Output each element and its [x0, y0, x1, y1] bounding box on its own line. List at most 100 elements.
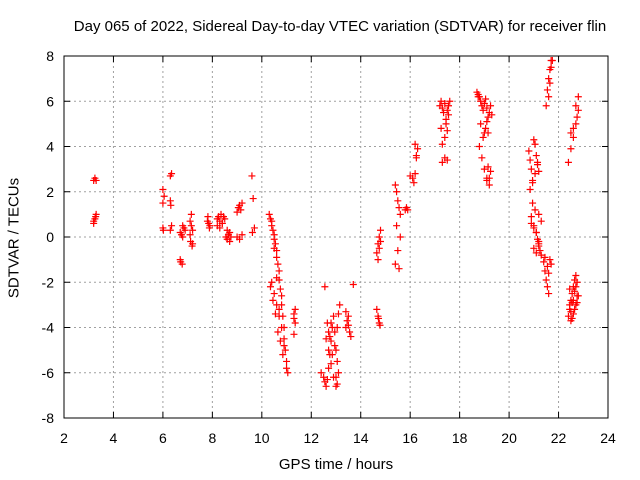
- data-point: [442, 120, 450, 128]
- data-point: [238, 199, 246, 207]
- data-point: [333, 324, 341, 331]
- data-point: [268, 222, 276, 230]
- data-point: [567, 317, 575, 325]
- data-point: [567, 145, 575, 153]
- data-point: [186, 217, 194, 225]
- y-tick-label: 4: [46, 139, 54, 155]
- data-point: [543, 283, 551, 291]
- data-point: [342, 308, 350, 316]
- data-point: [278, 292, 286, 300]
- data-point: [530, 136, 538, 144]
- y-tick-label: 0: [46, 229, 54, 245]
- data-point: [273, 274, 281, 282]
- data-point: [573, 278, 581, 286]
- data-point: [483, 104, 491, 112]
- data-point: [443, 127, 451, 135]
- data-point: [270, 235, 278, 243]
- data-point: [445, 111, 453, 119]
- y-tick-label: 6: [46, 93, 54, 109]
- data-point: [273, 301, 281, 309]
- data-point: [221, 215, 229, 223]
- y-tick-label: -4: [42, 320, 55, 336]
- data-point: [325, 346, 333, 354]
- chart-title: Day 065 of 2022, Sidereal Day-to-day VTE…: [73, 18, 607, 35]
- data-point: [545, 290, 553, 298]
- data-point: [167, 201, 175, 209]
- data-point: [283, 364, 291, 372]
- data-point: [542, 102, 550, 110]
- data-point: [394, 197, 402, 205]
- data-point: [484, 129, 492, 137]
- data-point: [280, 335, 288, 343]
- data-point: [291, 305, 299, 313]
- data-point: [573, 113, 581, 121]
- data-point: [375, 244, 383, 252]
- data-point: [92, 176, 100, 184]
- data-point: [331, 328, 339, 336]
- data-point: [281, 346, 289, 354]
- data-point: [484, 113, 492, 121]
- data-point: [280, 342, 288, 350]
- data-point: [532, 249, 540, 257]
- data-point: [529, 179, 537, 187]
- data-point: [90, 217, 98, 225]
- data-point: [438, 104, 446, 112]
- data-point: [187, 222, 195, 230]
- data-point: [482, 124, 490, 132]
- data-point: [564, 158, 572, 166]
- data-point: [238, 231, 246, 239]
- x-tick-label: 18: [452, 430, 468, 446]
- data-point: [531, 170, 539, 178]
- data-point: [569, 310, 577, 318]
- data-point: [218, 219, 226, 227]
- data-point: [284, 369, 292, 377]
- data-point: [275, 305, 283, 313]
- x-tick-label: 22: [551, 430, 567, 446]
- data-point: [323, 376, 331, 384]
- y-tick-label: 8: [46, 48, 54, 64]
- data-point: [377, 226, 385, 234]
- data-point: [438, 158, 446, 166]
- data-point: [327, 337, 335, 345]
- data-point: [483, 118, 491, 126]
- data-point: [92, 213, 100, 221]
- data-point: [475, 143, 483, 150]
- data-point: [540, 258, 548, 266]
- data-point: [404, 206, 412, 214]
- data-point: [290, 330, 298, 338]
- data-point: [276, 285, 284, 293]
- data-point: [336, 301, 344, 309]
- data-point: [548, 57, 556, 65]
- data-point: [574, 93, 582, 101]
- data-point: [290, 314, 298, 322]
- data-point: [530, 224, 538, 232]
- data-point: [542, 276, 550, 284]
- data-point: [441, 100, 449, 108]
- data-point: [573, 292, 581, 300]
- data-point: [527, 219, 535, 227]
- data-point: [396, 210, 404, 218]
- data-point: [327, 319, 335, 327]
- data-point: [327, 360, 335, 368]
- data-point: [535, 210, 543, 218]
- data-point: [334, 310, 342, 318]
- x-tick-label: 16: [402, 430, 418, 446]
- data-point: [275, 267, 283, 275]
- data-point: [248, 172, 256, 180]
- data-point: [273, 253, 281, 261]
- data-point: [328, 351, 336, 359]
- data-point: [485, 181, 493, 189]
- y-tick-label: -6: [42, 365, 55, 381]
- data-point: [537, 251, 545, 259]
- data-point: [330, 312, 338, 320]
- data-point: [373, 305, 381, 313]
- data-point: [269, 226, 277, 234]
- data-point: [480, 165, 488, 173]
- data-points: [90, 57, 582, 390]
- data-point: [333, 357, 341, 365]
- data-point: [487, 167, 495, 175]
- data-point: [322, 335, 330, 343]
- data-point: [270, 290, 278, 298]
- data-point: [226, 238, 234, 246]
